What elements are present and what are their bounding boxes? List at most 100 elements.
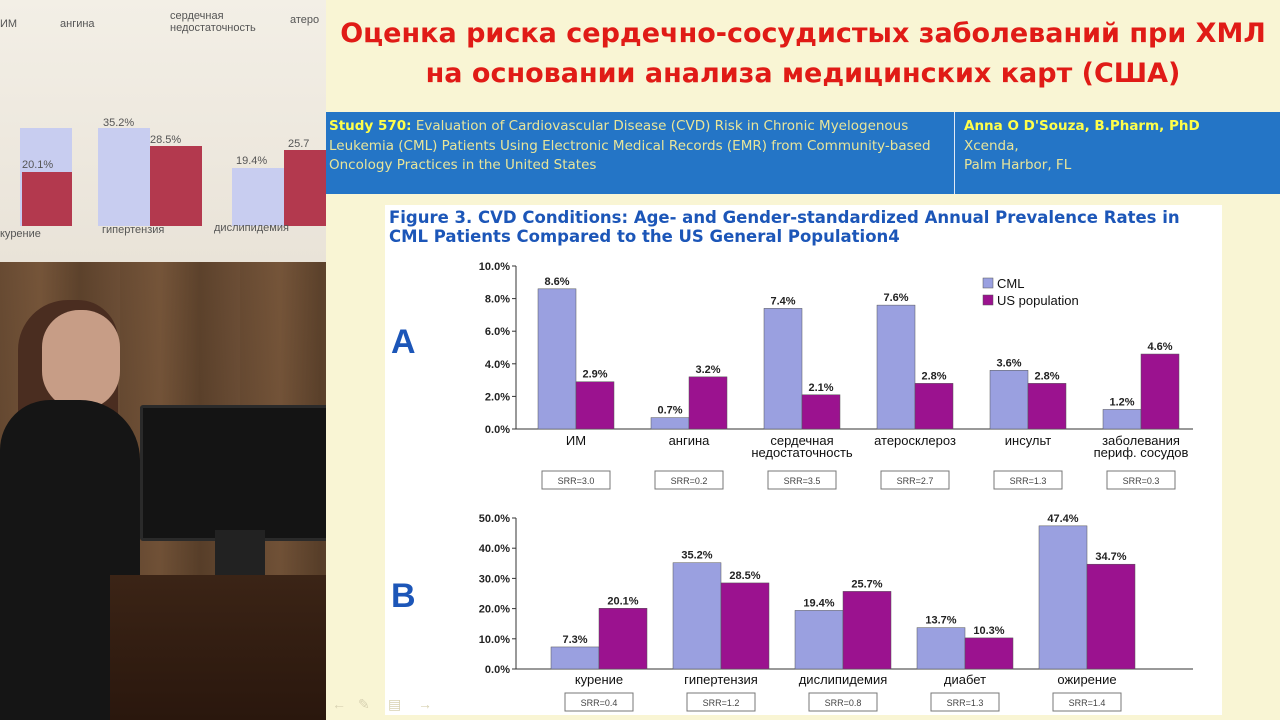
- data-label: 3.2%: [695, 364, 720, 376]
- bar-cml: [672, 562, 722, 670]
- category-label: сердечная: [770, 433, 833, 448]
- srr-box: [808, 692, 878, 712]
- bar-us-population: [914, 383, 954, 430]
- nav-pen-icon[interactable]: ✎: [358, 696, 370, 712]
- legend-swatch: [982, 277, 994, 289]
- bar-cml: [1102, 409, 1142, 430]
- y-tick-label: 30.0%: [479, 573, 510, 585]
- legend-label: CML: [997, 276, 1024, 291]
- srr-label: SRR=3.5: [784, 476, 821, 486]
- category-label: атеросклероз: [874, 433, 956, 448]
- data-label: 2.1%: [808, 382, 833, 394]
- bar-us-population: [842, 591, 892, 670]
- bg-label: 19.4%: [236, 155, 268, 167]
- data-label: 35.2%: [681, 550, 712, 562]
- bar-us-population: [1140, 353, 1180, 430]
- figure-chart: A 0.0% 2.0% 4.0% 6.0% 8.0% 10.0% 8.6% 2.9% ИМ SRR=…: [391, 261, 1193, 712]
- figure-title: Figure 3. CVD Conditions: Age- and Gende…: [389, 208, 1180, 246]
- srr-box: [564, 692, 634, 712]
- bar-cml: [537, 288, 577, 430]
- srr-label: SRR=0.8: [825, 698, 862, 708]
- srr-label: SRR=1.2: [703, 698, 740, 708]
- srr-label: SRR=3.0: [558, 476, 595, 486]
- data-label: 0.7%: [657, 405, 682, 417]
- data-label: 7.3%: [562, 634, 587, 646]
- y-tick-label: 8.0%: [485, 294, 510, 306]
- bg-label: 25.7: [288, 138, 310, 150]
- bar-cml: [989, 370, 1029, 430]
- srr-box: [541, 470, 611, 490]
- bar-cml: [876, 304, 916, 430]
- nav-forward-icon[interactable]: →: [418, 696, 432, 712]
- bar-cml: [916, 627, 966, 670]
- srr-label: SRR=1.3: [1010, 476, 1047, 486]
- band-divider: [954, 112, 955, 194]
- category-label: дислипидемия: [799, 672, 888, 687]
- data-label: 47.4%: [1047, 513, 1078, 525]
- author-org: Xcenda,: [964, 137, 1019, 154]
- data-label: 7.6%: [883, 292, 908, 304]
- study-title: Evaluation of Cardiovascular Disease (CV…: [329, 118, 931, 173]
- monitor-stand: [215, 530, 265, 580]
- bar-us-population: [801, 394, 841, 430]
- y-tick-label: 10.0%: [479, 634, 510, 646]
- data-label: 2.8%: [1034, 370, 1059, 382]
- bar-us-population: [1086, 563, 1136, 670]
- srr-label: SRR=0.4: [581, 698, 618, 708]
- author-name: Anna O D'Souza, B.Pharm, PhD: [964, 118, 1200, 134]
- bg-label: атеро: [290, 14, 320, 26]
- category-label: инсульт: [1005, 433, 1051, 448]
- nav-menu-icon[interactable]: ▤: [388, 696, 402, 712]
- srr-label: SRR=1.3: [947, 698, 984, 708]
- study-id: Study 570:: [329, 118, 412, 134]
- data-label: 34.7%: [1095, 551, 1126, 563]
- bg-label: ангина: [60, 18, 95, 30]
- figure-panel: Figure 3. CVD Conditions: Age- and Gende…: [385, 205, 1222, 715]
- bar-cml: [763, 308, 803, 430]
- author-block: Anna O D'Souza, B.Pharm, PhD Xcenda, Pal…: [964, 117, 1200, 176]
- category-label: заболевания: [1102, 433, 1180, 448]
- bg-label: 20.1%: [22, 159, 54, 171]
- bg-label: сердечная недостаточность: [170, 10, 256, 34]
- bar-cml: [794, 610, 844, 670]
- slide-title-line-1: Оценка риска сердечно-сосудистых заболев…: [340, 18, 1266, 49]
- category-label: диабет: [944, 672, 986, 687]
- y-tick-label: 0.0%: [485, 424, 510, 436]
- srr-box: [1052, 692, 1122, 712]
- nav-back-icon[interactable]: ←: [332, 696, 346, 712]
- srr-label: SRR=2.7: [897, 476, 934, 486]
- data-label: 2.8%: [921, 370, 946, 382]
- srr-box: [686, 692, 756, 712]
- bar-cml: [550, 646, 600, 670]
- panel-letter: B: [391, 577, 416, 615]
- data-label: 3.6%: [996, 357, 1021, 369]
- lectern: [110, 575, 326, 720]
- slide-nav-strip: ← ✎ ▤ →: [326, 696, 446, 716]
- srr-box: [880, 470, 950, 490]
- bg-label: 28.5%: [150, 134, 182, 146]
- speaker-face: [42, 310, 120, 410]
- srr-box: [767, 470, 837, 490]
- data-label: 1.2%: [1109, 396, 1134, 408]
- legend-label: US population: [997, 293, 1079, 308]
- data-label: 25.7%: [851, 578, 882, 590]
- bg-label: курение: [0, 228, 41, 240]
- y-tick-label: 6.0%: [485, 326, 510, 338]
- bg-label: дислипидемия: [214, 222, 289, 234]
- projected-screen: ИМ ангина сердечная недостаточность атер…: [0, 0, 326, 262]
- data-label: 8.6%: [544, 276, 569, 288]
- bg-bar: [98, 128, 150, 226]
- bg-label: 35.2%: [103, 117, 135, 129]
- data-label: 20.1%: [607, 595, 638, 607]
- data-label: 2.9%: [582, 369, 607, 381]
- category-label: ангина: [669, 433, 711, 448]
- study-description: Study 570: Evaluation of Cardiovascular …: [329, 117, 941, 176]
- srr-label: SRR=0.2: [671, 476, 708, 486]
- y-tick-label: 2.0%: [485, 391, 510, 403]
- bar-us-population: [598, 608, 648, 670]
- speaker-video-panel: ИМ ангина сердечная недостаточность атер…: [0, 0, 326, 720]
- data-label: 10.3%: [973, 625, 1004, 637]
- srr-box: [654, 470, 724, 490]
- category-label: гипертензия: [684, 672, 758, 687]
- author-city: Palm Harbor, FL: [964, 157, 1072, 173]
